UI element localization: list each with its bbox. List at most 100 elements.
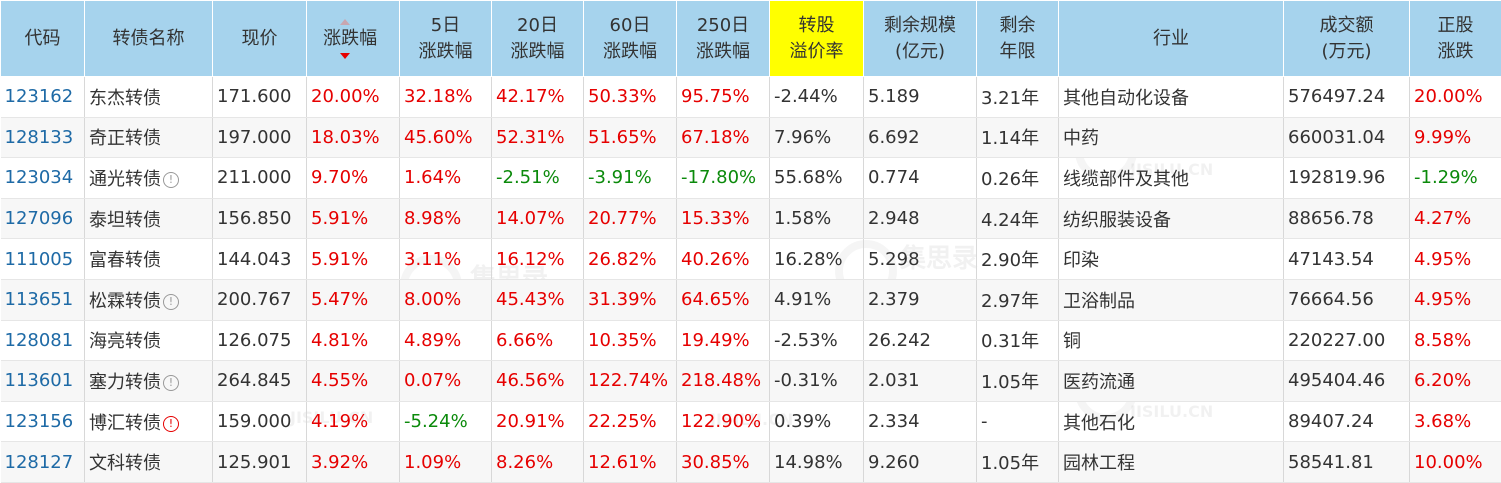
chg60-cell: 22.25% [584,401,677,442]
size-cell: 0.774 [864,158,977,199]
premium-cell: 55.68% [770,158,864,199]
volume-cell: 58541.81 [1284,442,1410,483]
bond-code-link[interactable]: 111005 [1,239,85,280]
table-row[interactable]: 127096 泰坦转债 156.850 5.91% 8.98% 14.07% 2… [1,198,1501,239]
table-row[interactable]: 123156 博汇转债! 159.000 4.19% -5.24% 20.91%… [1,401,1501,442]
price-cell: 125.901 [213,442,307,483]
change-cell: 4.81% [307,320,400,361]
col-header-code[interactable]: 代码 [1,1,85,77]
chg5-cell: 0.07% [400,361,492,402]
col-header-stock-change[interactable]: 正股涨跌 [1410,1,1501,77]
stock-change-cell: 6.20% [1410,361,1501,402]
table-row[interactable]: 113601 塞力转债! 264.845 4.55% 0.07% 46.56% … [1,361,1501,402]
industry-cell: 线缆部件及其他 [1059,158,1284,199]
bond-code-link[interactable]: 128127 [1,442,85,483]
col-header-volume[interactable]: 成交额(万元) [1284,1,1410,77]
volume-cell: 47143.54 [1284,239,1410,280]
col-header-price[interactable]: 现价 [213,1,307,77]
change-cell: 5.47% [307,279,400,320]
col-header-size[interactable]: 剩余规模(亿元) [864,1,977,77]
col-header-chg60[interactable]: 60日涨跌幅 [584,1,677,77]
col-header-years[interactable]: 剩余年限 [977,1,1059,77]
info-circle-icon[interactable]: ! [163,294,179,310]
chg60-cell: 26.82% [584,239,677,280]
chg20-cell: 42.17% [492,77,584,118]
bond-name-cell[interactable]: 通光转债! [85,158,213,199]
sort-desc-icon[interactable] [339,19,351,59]
chg250-cell: 19.49% [677,320,770,361]
warning-circle-icon[interactable]: ! [163,416,179,432]
col-header-name[interactable]: 转债名称 [85,1,213,77]
bond-name[interactable]: 奇正转债 [89,128,161,149]
info-circle-icon[interactable]: ! [163,172,179,188]
table-row[interactable]: 113651 松霖转债! 200.767 5.47% 8.00% 45.43% … [1,279,1501,320]
price-cell: 264.845 [213,361,307,402]
bond-name-cell[interactable]: 博汇转债! [85,401,213,442]
bond-name-cell[interactable]: 富春转债 [85,239,213,280]
change-cell: 5.91% [307,198,400,239]
bond-name-cell[interactable]: 东杰转债 [85,77,213,118]
bond-code-link[interactable]: 128133 [1,117,85,158]
bond-name-cell[interactable]: 奇正转债 [85,117,213,158]
bond-name[interactable]: 富春转债 [89,250,161,271]
table-row[interactable]: 128133 奇正转债 197.000 18.03% 45.60% 52.31%… [1,117,1501,158]
industry-cell: 其他自动化设备 [1059,77,1284,118]
table-row[interactable]: 128081 海亮转债 126.075 4.81% 4.89% 6.66% 10… [1,320,1501,361]
size-cell: 2.948 [864,198,977,239]
chg60-cell: 20.77% [584,198,677,239]
bond-name[interactable]: 文科转债 [89,453,161,474]
col-header-premium[interactable]: 转股溢价率 [770,1,864,77]
industry-cell: 纺织服装设备 [1059,198,1284,239]
stock-change-cell: 3.68% [1410,401,1501,442]
bond-name[interactable]: 海亮转债 [89,331,161,352]
size-cell: 2.334 [864,401,977,442]
bond-code-link[interactable]: 123156 [1,401,85,442]
table-row[interactable]: 111005 富春转债 144.043 5.91% 3.11% 16.12% 2… [1,239,1501,280]
bond-name[interactable]: 塞力转债 [89,372,161,393]
bond-code-link[interactable]: 127096 [1,198,85,239]
col-header-chg5[interactable]: 5日涨跌幅 [400,1,492,77]
bond-name[interactable]: 东杰转债 [89,88,161,109]
chg250-cell: 218.48% [677,361,770,402]
bond-name-cell[interactable]: 塞力转债! [85,361,213,402]
bond-name[interactable]: 博汇转债 [89,413,161,434]
volume-cell: 576497.24 [1284,77,1410,118]
bond-name-cell[interactable]: 松霖转债! [85,279,213,320]
years-cell: 1.05年 [977,442,1059,483]
col-header-change[interactable]: 涨跌幅 [307,1,400,77]
chg5-cell: 32.18% [400,77,492,118]
info-circle-icon[interactable]: ! [163,375,179,391]
years-cell: 1.14年 [977,117,1059,158]
bond-name-cell[interactable]: 海亮转债 [85,320,213,361]
change-cell: 4.55% [307,361,400,402]
table-row[interactable]: 123162 东杰转债 171.600 20.00% 32.18% 42.17%… [1,77,1501,118]
chg20-cell: 46.56% [492,361,584,402]
bond-code-link[interactable]: 113651 [1,279,85,320]
bond-code-link[interactable]: 113601 [1,361,85,402]
col-header-chg20[interactable]: 20日涨跌幅 [492,1,584,77]
bond-name[interactable]: 泰坦转债 [89,210,161,231]
bond-name-cell[interactable]: 泰坦转债 [85,198,213,239]
chg20-cell: 52.31% [492,117,584,158]
stock-change-cell: 8.58% [1410,320,1501,361]
chg5-cell: 45.60% [400,117,492,158]
premium-cell: 1.58% [770,198,864,239]
bond-name-cell[interactable]: 文科转债 [85,442,213,483]
stock-change-cell: 4.95% [1410,279,1501,320]
price-cell: 156.850 [213,198,307,239]
bond-name[interactable]: 通光转债 [89,169,161,190]
bond-code-link[interactable]: 123162 [1,77,85,118]
col-header-chg250[interactable]: 250日涨跌幅 [677,1,770,77]
bond-name[interactable]: 松霖转债 [89,291,161,312]
col-header-industry[interactable]: 行业 [1059,1,1284,77]
size-cell: 9.260 [864,442,977,483]
bond-code-link[interactable]: 128081 [1,320,85,361]
table-row[interactable]: 128127 文科转债 125.901 3.92% 1.09% 8.26% 12… [1,442,1501,483]
chg5-cell: 1.64% [400,158,492,199]
premium-cell: 14.98% [770,442,864,483]
chg250-cell: 30.85% [677,442,770,483]
bond-code-link[interactable]: 123034 [1,158,85,199]
table-row[interactable]: 123034 通光转债! 211.000 9.70% 1.64% -2.51% … [1,158,1501,199]
size-cell: 5.298 [864,239,977,280]
